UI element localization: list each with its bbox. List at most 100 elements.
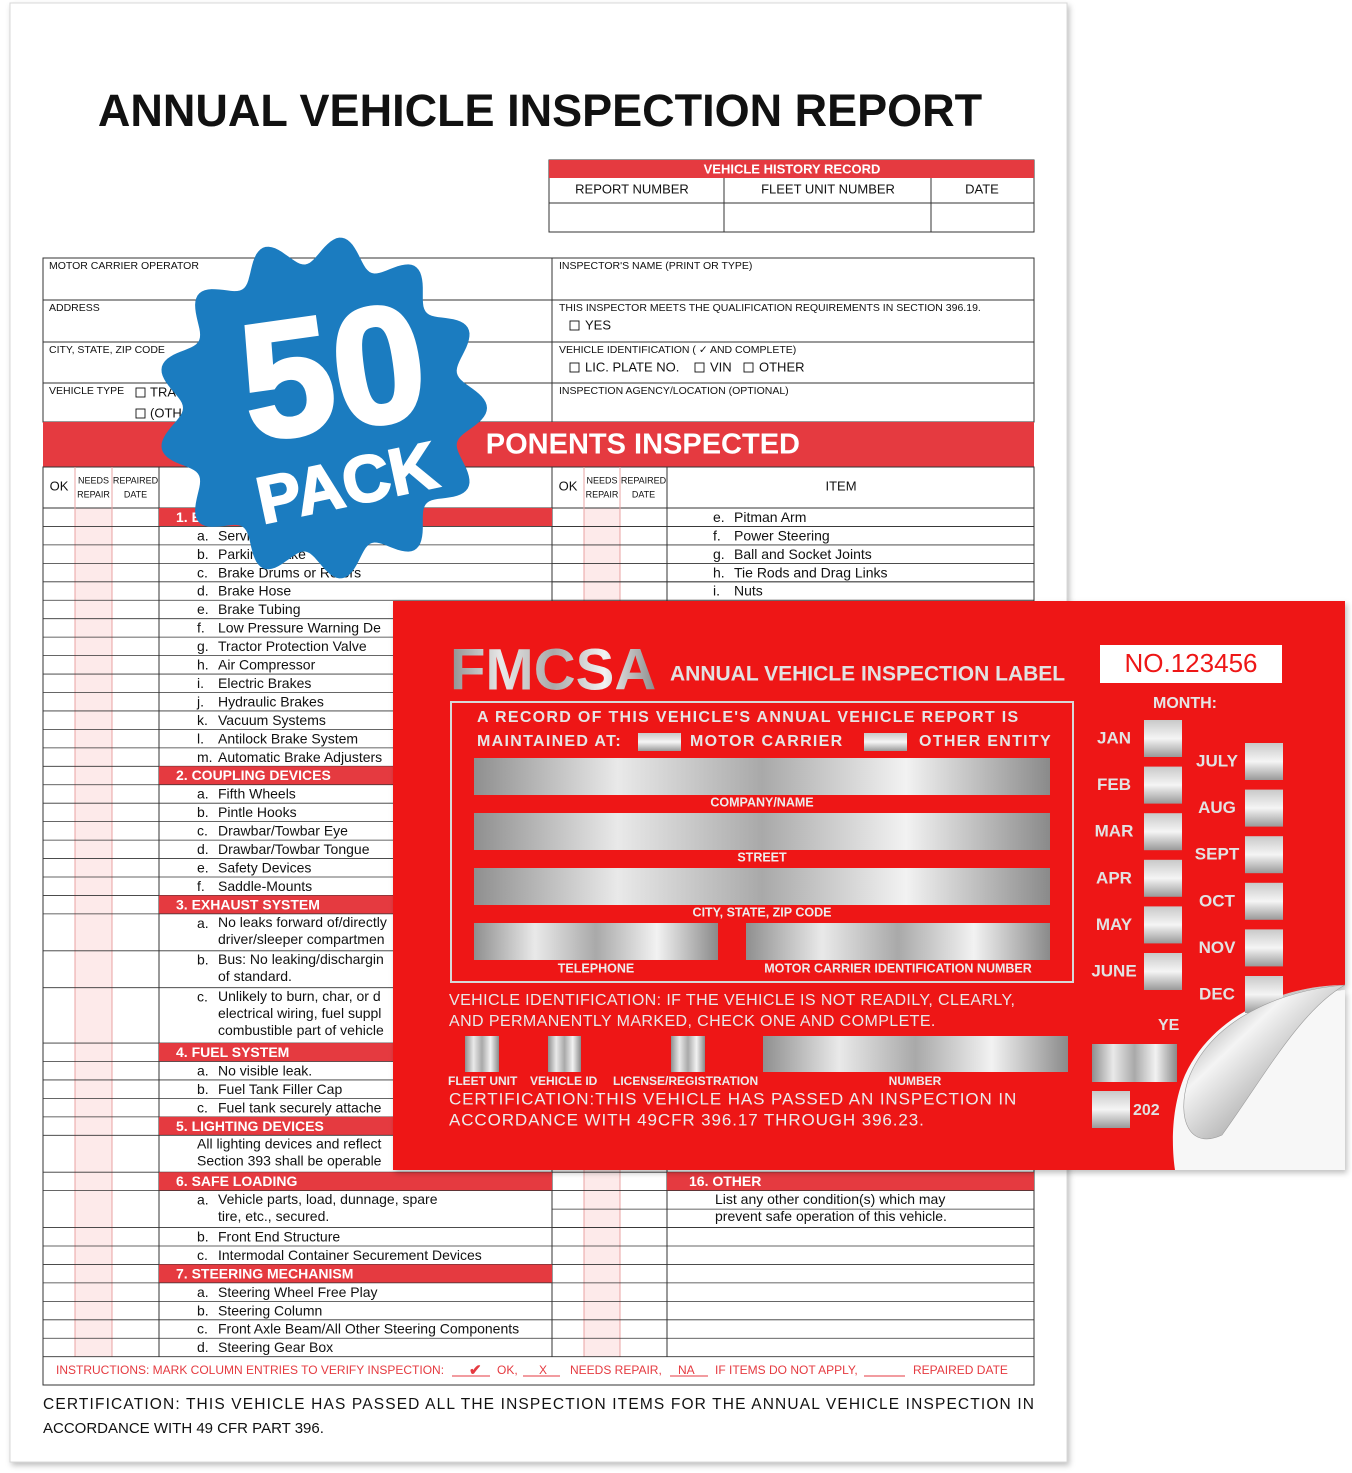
section-title: 5. LIGHTING DEVICES bbox=[176, 1118, 324, 1134]
item-text: Nuts bbox=[734, 583, 763, 599]
item-letter: l. bbox=[197, 730, 204, 746]
field-label: VEHICLE TYPE bbox=[49, 385, 124, 397]
instruction: ✔ bbox=[469, 1362, 482, 1379]
column-head: REPAIRED bbox=[113, 475, 159, 485]
year-slot bbox=[1092, 1044, 1177, 1082]
item-letter: i. bbox=[713, 583, 720, 599]
item-letter: b. bbox=[197, 1228, 209, 1244]
year: YE bbox=[1158, 1017, 1180, 1034]
item-text: No leaks forward of/directly bbox=[218, 914, 387, 930]
year: 202 bbox=[1133, 1102, 1160, 1119]
item-text: Ball and Socket Joints bbox=[734, 546, 872, 562]
label-title: ANNUAL VEHICLE INSPECTION LABEL bbox=[670, 663, 1065, 686]
write-bar bbox=[474, 923, 718, 960]
write-bar bbox=[474, 868, 1050, 905]
option: (OTH bbox=[150, 405, 182, 420]
section-title: 16. OTHER bbox=[689, 1173, 761, 1189]
field-caption: MOTOR CARRIER IDENTIFICATION NUMBER bbox=[764, 961, 1032, 975]
item-text: All lighting devices and reflect bbox=[197, 1136, 382, 1152]
item-letter: a. bbox=[197, 1284, 209, 1300]
item-text: Fuel Tank Filler Cap bbox=[218, 1081, 342, 1097]
item-letter: b. bbox=[197, 952, 209, 968]
history-column: DATE bbox=[965, 181, 999, 196]
column-head: REPAIR bbox=[77, 489, 110, 499]
record-text: MOTOR CARRIER bbox=[690, 733, 844, 750]
month-slot bbox=[1144, 813, 1182, 851]
item-text: Brake Hose bbox=[218, 583, 291, 599]
item-letter: g. bbox=[713, 546, 725, 562]
write-bar bbox=[474, 758, 1050, 795]
field-label: CITY, STATE, ZIP CODE bbox=[49, 344, 165, 356]
month-slot bbox=[1144, 720, 1182, 757]
item-letter: a. bbox=[197, 1062, 209, 1078]
needs-column bbox=[75, 508, 112, 1357]
month-slot bbox=[1144, 766, 1182, 804]
item-text: Steering Gear Box bbox=[218, 1339, 333, 1355]
item-text: Air Compressor bbox=[218, 657, 316, 673]
id-caption: NUMBER bbox=[889, 1074, 942, 1088]
field-label: ADDRESS bbox=[49, 302, 100, 314]
month: MAR bbox=[1095, 822, 1134, 841]
item-letter: k. bbox=[197, 712, 208, 728]
record-frame bbox=[450, 701, 1074, 983]
section-title: 4. FUEL SYSTEM bbox=[176, 1044, 289, 1060]
item-letter: c. bbox=[197, 564, 208, 580]
column-head: ITEM bbox=[825, 478, 856, 493]
item-text: Antilock Brake System bbox=[218, 730, 358, 746]
month: JUNE bbox=[1091, 961, 1136, 980]
item-letter: b. bbox=[197, 804, 209, 820]
history-column: REPORT NUMBER bbox=[575, 181, 689, 196]
item-text: Vehicle parts, load, dunnage, spare bbox=[218, 1191, 438, 1207]
item-letter: h. bbox=[713, 564, 725, 580]
item-text: Fifth Wheels bbox=[218, 786, 296, 802]
id-caption: FLEET UNIT bbox=[448, 1074, 518, 1088]
item-text: Unlikely to burn, char, or d bbox=[218, 988, 381, 1004]
column-head: DATE bbox=[124, 489, 147, 499]
item-text: No visible leak. bbox=[218, 1062, 312, 1078]
item-letter: a. bbox=[197, 1192, 209, 1208]
item-letter: f. bbox=[197, 878, 205, 894]
item-letter: m. bbox=[197, 749, 213, 765]
section-title: 2. COUPLING DEVICES bbox=[176, 767, 331, 783]
month-slot bbox=[1245, 743, 1283, 780]
column-head: REPAIRED bbox=[621, 475, 667, 485]
option: LIC. PLATE NO. bbox=[585, 359, 679, 374]
month: JAN bbox=[1097, 728, 1131, 747]
section-title: 3. EXHAUST SYSTEM bbox=[176, 896, 320, 912]
field-caption: COMPANY/NAME bbox=[710, 795, 813, 809]
field-label: THIS INSPECTOR MEETS THE QUALIFICATION R… bbox=[559, 302, 981, 314]
month-slot bbox=[1245, 836, 1283, 874]
month-heading: MONTH: bbox=[1153, 695, 1217, 712]
history-heading: VEHICLE HISTORY RECORD bbox=[704, 161, 881, 176]
item-letter: d. bbox=[197, 841, 209, 857]
item-text: Hydraulic Brakes bbox=[218, 693, 324, 709]
item-text: Pintle Hooks bbox=[218, 804, 297, 820]
id-caption: LICENSE/REGISTRATION bbox=[613, 1074, 758, 1088]
id-slot bbox=[763, 1036, 1068, 1072]
option: OTHER bbox=[759, 359, 805, 374]
item-letter: a. bbox=[197, 915, 209, 931]
column-head: DATE bbox=[632, 489, 655, 499]
item-text: Electric Brakes bbox=[218, 675, 311, 691]
item-letter: a. bbox=[197, 527, 209, 543]
month-slot bbox=[1144, 906, 1182, 944]
brand: FMCSA bbox=[450, 637, 656, 702]
record-text: A RECORD OF THIS VEHICLE'S ANNUAL VEHICL… bbox=[477, 709, 1019, 726]
sticker: FMCSA ANNUAL VEHICLE INSPECTION LABEL NO.1… bbox=[393, 601, 1346, 1170]
item-text: List any other condition(s) which may bbox=[715, 1191, 945, 1207]
item-letter: f. bbox=[197, 620, 205, 636]
field-label: MOTOR CARRIER OPERATOR bbox=[49, 260, 199, 272]
history-column: FLEET UNIT NUMBER bbox=[761, 181, 895, 196]
section-title: 6. SAFE LOADING bbox=[176, 1173, 297, 1189]
item-text: Automatic Brake Adjusters bbox=[218, 749, 382, 765]
instruction: X bbox=[539, 1363, 547, 1377]
label-certification: CERTIFICATION:THIS VEHICLE HAS PASSED AN… bbox=[449, 1089, 1017, 1108]
section-bg bbox=[667, 1172, 1034, 1191]
id-slot bbox=[465, 1036, 499, 1072]
item-text: Saddle-Mounts bbox=[218, 878, 312, 894]
record-text: OTHER ENTITY bbox=[919, 733, 1052, 750]
checkbox bbox=[694, 362, 705, 373]
year-slot bbox=[1092, 1091, 1130, 1128]
instruction: NEEDS REPAIR, bbox=[570, 1363, 662, 1377]
